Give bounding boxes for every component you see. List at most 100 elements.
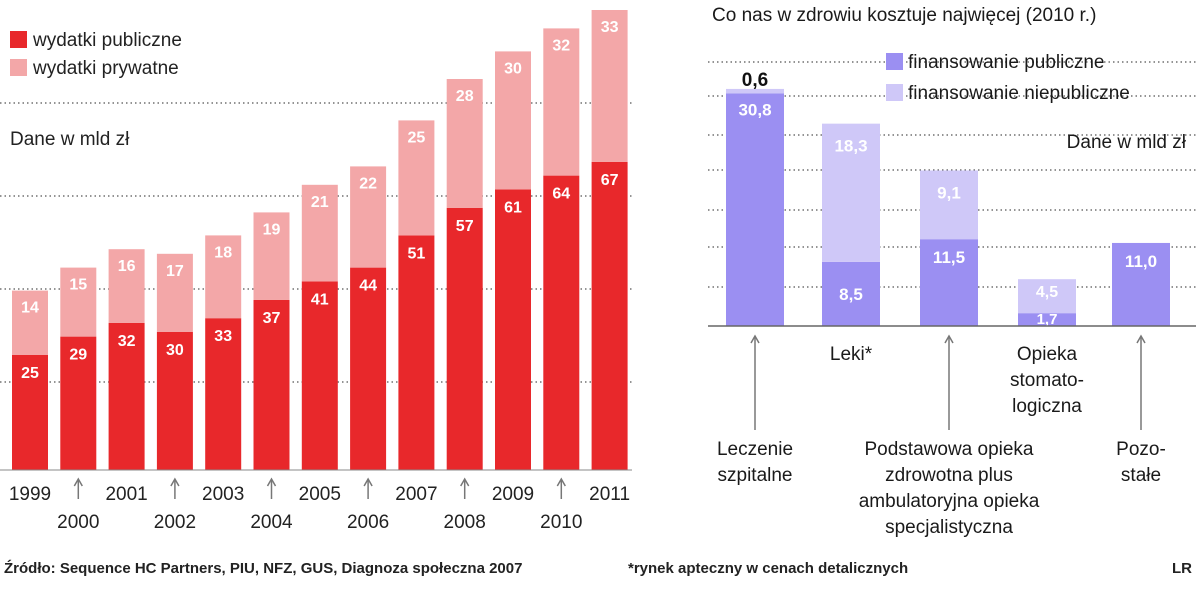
legend-label-public: finansowanie publiczne (908, 52, 1104, 73)
bar-public (253, 299, 290, 470)
data-label-private: 21 (311, 194, 329, 211)
tick-arrow (460, 477, 470, 487)
data-label-public: 11,5 (933, 248, 965, 267)
category-label: Leczenie (717, 439, 793, 460)
data-label-public: 25 (21, 365, 39, 382)
unit-note: Dane w mld zł (1067, 132, 1187, 153)
category-label: Podstawowa opieka (865, 439, 1034, 460)
data-label-private: 15 (69, 277, 87, 294)
data-label-nonpublic: 0,6 (742, 70, 768, 91)
category-pointer-arrow (944, 334, 954, 344)
x-tick-label: 2006 (347, 512, 389, 533)
category-label: stałe (1121, 465, 1161, 486)
x-tick-label: 1999 (9, 484, 51, 505)
chart-title: Co nas w zdrowiu kosztuje najwięcej (201… (712, 5, 1096, 26)
x-tick-label: 2007 (395, 484, 437, 505)
legend-swatch-private (10, 59, 27, 76)
legend-swatch-nonpublic (886, 84, 903, 101)
tick-arrow (363, 477, 373, 487)
bar-public (12, 355, 48, 470)
data-label-public: 64 (552, 186, 570, 203)
data-label-public: 61 (504, 199, 522, 216)
x-tick-label: 2010 (540, 512, 582, 533)
data-label-public: 33 (214, 328, 232, 345)
data-label-public: 67 (601, 172, 619, 189)
data-label-private: 19 (263, 221, 281, 238)
x-tick-label: 2000 (57, 512, 99, 533)
tick-arrow (556, 477, 566, 487)
bar-public (543, 175, 580, 470)
footnote: *rynek apteczny w cenach detalicznych (628, 560, 909, 577)
category-label: zdrowotna plus (885, 465, 1013, 486)
credit-mark: LR (1172, 560, 1192, 577)
bar-public (495, 189, 531, 470)
x-tick-label: 2001 (105, 484, 147, 505)
bar-public (1018, 313, 1076, 326)
bar-public (60, 336, 97, 470)
bar-private (60, 267, 97, 337)
data-label-nonpublic: 9,1 (937, 183, 961, 202)
right-chart: Co nas w zdrowiu kosztuje najwięcej (201… (708, 5, 1196, 538)
x-tick-label: 2009 (492, 484, 534, 505)
bar-nonpublic (726, 88, 784, 94)
bar-public (350, 267, 387, 470)
bar-public (591, 161, 628, 471)
data-label-private: 16 (118, 258, 136, 275)
x-tick-label: 2004 (250, 512, 293, 533)
data-label-private: 14 (21, 300, 39, 317)
data-label-public: 57 (456, 218, 474, 235)
category-pointer-arrow (750, 334, 760, 344)
data-label-private: 32 (552, 37, 570, 54)
data-label-public: 29 (69, 347, 87, 364)
legend-label-public: wydatki publiczne (32, 30, 182, 51)
category-label: specjalistyczna (885, 517, 1013, 538)
x-tick-label: 2008 (444, 512, 486, 533)
bar-public (446, 207, 483, 471)
x-tick-label: 2003 (202, 484, 244, 505)
x-tick-label: 2005 (299, 484, 341, 505)
data-label-private: 18 (214, 244, 232, 261)
bar-nonpublic (822, 123, 880, 262)
bar-public (205, 318, 242, 470)
bar-public (108, 322, 145, 470)
legend-swatch-public (886, 53, 903, 70)
tick-arrow (73, 477, 83, 487)
tick-arrow (266, 477, 277, 487)
bar-public (1112, 242, 1170, 326)
data-label-private: 30 (504, 60, 522, 77)
category-label: logiczna (1012, 396, 1082, 417)
bar-private (350, 166, 387, 268)
bar-private (446, 79, 483, 208)
data-label-public: 8,5 (839, 285, 863, 304)
bar-public (726, 93, 784, 327)
category-label: stomato- (1010, 370, 1084, 391)
bar-private (253, 212, 290, 300)
data-label-private: 33 (601, 19, 619, 36)
bar-nonpublic (1018, 279, 1076, 314)
category-label: Opieka (1017, 344, 1078, 365)
bar-private (12, 290, 48, 355)
data-label-nonpublic: 18,3 (834, 137, 867, 156)
data-label-public: 32 (118, 333, 136, 350)
data-label-public: 44 (359, 278, 377, 295)
bar-private (591, 10, 628, 162)
data-label-public: 11,0 (1125, 252, 1157, 271)
bar-private (205, 235, 242, 319)
bar-public (156, 332, 193, 470)
left-chart: 25 14 1999 29 15 2000 32 16 2001 30 17 2002 33 18 2003… (0, 10, 632, 533)
data-label-public: 30,8 (738, 100, 771, 119)
bar-public (920, 239, 978, 326)
bar-private (398, 120, 435, 236)
category-label: Pozo- (1116, 439, 1166, 460)
data-label-private: 17 (166, 263, 184, 280)
legend-label-private: wydatki prywatne (32, 58, 179, 79)
data-label-public: 51 (408, 245, 426, 262)
bar-private (156, 253, 193, 332)
category-label: szpitalne (718, 465, 793, 486)
x-tick-label: 2002 (154, 512, 196, 533)
bar-private (108, 249, 145, 323)
bar-private (543, 28, 580, 176)
data-label-private: 22 (359, 175, 377, 192)
category-label: Leki* (830, 344, 873, 365)
